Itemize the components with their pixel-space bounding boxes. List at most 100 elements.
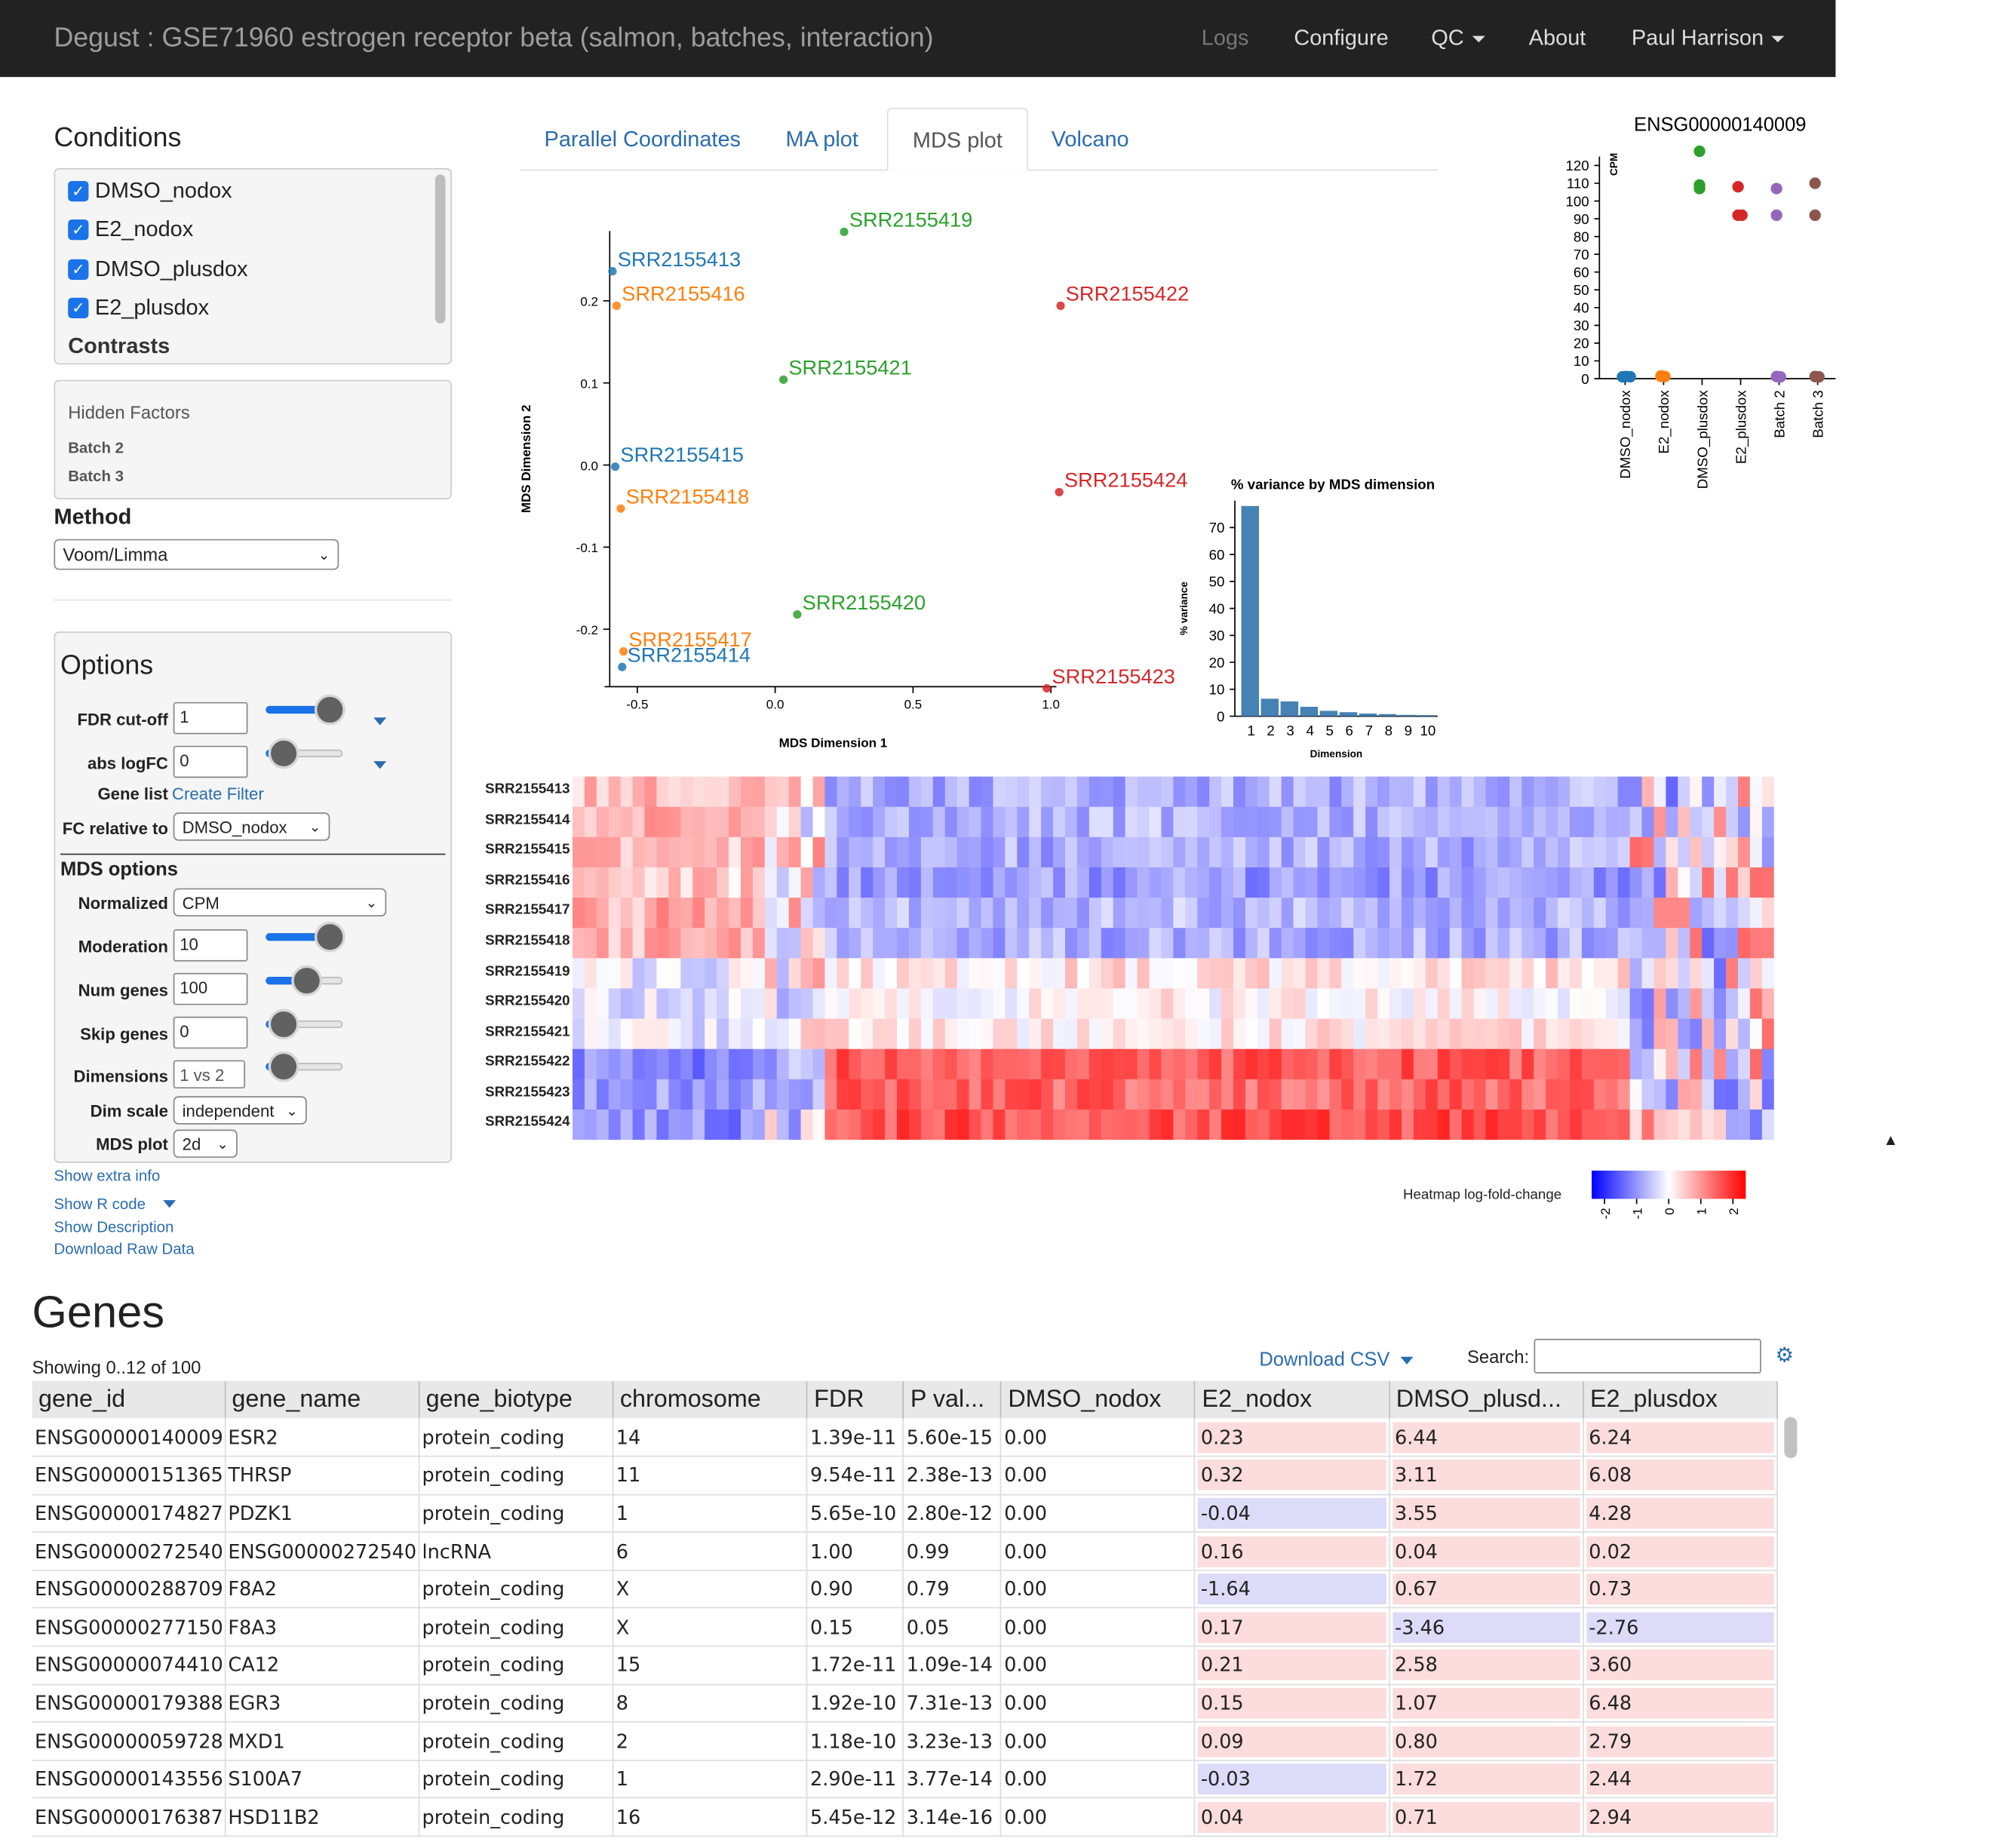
search-label: Search: — [1467, 1346, 1530, 1368]
table-row[interactable]: ENSG00000174827 PDZK1 protein_coding 1 5.65e… — [32, 1494, 1778, 1533]
download-csv-button[interactable]: Download CSV — [1259, 1349, 1389, 1371]
app-title[interactable]: Degust : GSE71960 estrogen receptor beta… — [54, 23, 934, 53]
heatmap-cell — [1029, 898, 1042, 929]
table-cell: 3.14e-16 — [903, 1797, 1002, 1837]
chevron-down-icon: ⌄ — [216, 1136, 229, 1153]
search-input[interactable] — [1534, 1338, 1761, 1374]
table-row[interactable]: ENSG00000288709 F8A2 protein_coding X 0.90 0.… — [32, 1570, 1778, 1610]
mds-plot-select[interactable]: 2d ⌄ — [173, 1129, 238, 1158]
column-header[interactable]: gene_biotype — [419, 1381, 614, 1419]
chevron-down-icon[interactable] — [1400, 1356, 1414, 1365]
heatmap-cell — [1726, 898, 1739, 929]
gene-expression-chart[interactable]: ENSG000001400090102030405060708090100110… — [1540, 106, 1848, 517]
dimensions-slider[interactable] — [266, 1050, 345, 1083]
condition-item[interactable]: ✓ E2_nodox — [68, 217, 193, 243]
table-row[interactable]: ENSG00000179388 EGR3 protein_coding 8 1.92e-… — [32, 1684, 1778, 1724]
slider-knob[interactable] — [314, 694, 345, 726]
column-header[interactable]: gene_name — [225, 1381, 420, 1419]
download-raw-data-link[interactable]: Download Raw Data — [54, 1239, 195, 1258]
column-header[interactable]: E2_plusdox — [1583, 1381, 1778, 1419]
hidden-factors-panel: Hidden Factors Batch 2 Batch 3 — [54, 379, 452, 499]
method-select[interactable]: Voom/Limma ⌄ — [54, 539, 339, 570]
condition-item[interactable]: ✓ E2_plusdox — [68, 295, 209, 321]
tab-ma-plot[interactable]: MA plot — [785, 127, 858, 152]
normalized-select[interactable]: CPM ⌄ — [173, 888, 387, 917]
show-r-code-link[interactable]: Show R code — [54, 1195, 145, 1213]
show-extra-info-link[interactable]: Show extra info — [54, 1166, 161, 1185]
chevron-down-icon[interactable] — [373, 717, 387, 726]
moderation-slider[interactable] — [266, 920, 345, 953]
checkbox-checked-icon[interactable]: ✓ — [68, 259, 89, 280]
table-row[interactable]: ENSG00000140009 ESR2 protein_coding 14 1.39e… — [32, 1418, 1778, 1457]
condition-item[interactable]: ✓ DMSO_plusdox — [68, 256, 248, 282]
gear-icon[interactable]: ⚙ — [1775, 1345, 1794, 1368]
heatmap-cell — [692, 1048, 706, 1080]
table-row[interactable]: ENSG00000143556 S100A7 protein_coding 1 2.90… — [32, 1760, 1778, 1799]
checkbox-checked-icon[interactable]: ✓ — [68, 219, 89, 241]
table-row[interactable]: ENSG00000176387 HSD11B2 protein_coding 16 5.… — [32, 1797, 1778, 1837]
fdr-input[interactable]: 1 — [173, 701, 248, 735]
heatmap-cell — [1233, 1018, 1246, 1050]
nav-logs[interactable]: Logs — [1201, 26, 1249, 51]
tab-volcano[interactable]: Volcano — [1051, 127, 1129, 152]
column-header[interactable]: P val... — [903, 1381, 1002, 1419]
table-cell: 3.77e-14 — [903, 1760, 1002, 1799]
num-genes-slider[interactable] — [266, 964, 345, 997]
heatmap-cell — [1726, 867, 1739, 898]
heatmap-cell — [1305, 776, 1319, 808]
tab-parallel-coordinates[interactable]: Parallel Coordinates — [544, 127, 742, 152]
skip-genes-slider[interactable] — [266, 1008, 345, 1041]
moderation-input[interactable]: 10 — [173, 929, 248, 962]
checkbox-checked-icon[interactable]: ✓ — [68, 297, 89, 319]
skip-genes-input[interactable]: 0 — [173, 1016, 248, 1049]
triangle-up-icon[interactable]: ▲ — [1883, 1131, 1899, 1150]
slider-knob[interactable] — [268, 738, 299, 769]
column-header[interactable]: DMSO_nodox — [1000, 1381, 1196, 1419]
table-row[interactable]: ENSG00000151365 THRSP protein_coding 11 9.54… — [32, 1456, 1778, 1495]
scrollbar[interactable] — [434, 174, 446, 324]
condition-item[interactable]: ✓ DMSO_nodox — [68, 179, 232, 204]
checkbox-checked-icon[interactable]: ✓ — [68, 180, 89, 202]
column-header[interactable]: E2_nodox — [1195, 1381, 1390, 1419]
column-header[interactable]: chromosome — [613, 1381, 808, 1419]
slider-knob[interactable] — [268, 1051, 299, 1082]
slider-knob[interactable] — [291, 965, 323, 996]
heatmap-cell — [1161, 1018, 1174, 1050]
create-filter-link[interactable]: Create Filter — [172, 784, 264, 804]
table-row[interactable]: ENSG00000059728 MXD1 protein_coding 2 1.18e-… — [32, 1722, 1778, 1761]
table-row[interactable]: ENSG00000272540 ENSG00000272540 lncRNA 6 1.0… — [32, 1532, 1778, 1571]
logfc-slider[interactable] — [266, 737, 345, 770]
show-description-link[interactable]: Show Description — [54, 1217, 174, 1236]
hidden-factor-item[interactable]: Batch 3 — [68, 467, 124, 486]
column-header[interactable]: gene_id — [32, 1381, 226, 1419]
nav-qc[interactable]: QC — [1431, 26, 1485, 51]
dimensions-input[interactable]: 1 vs 2 — [173, 1060, 246, 1089]
table-scrollbar[interactable] — [1784, 1417, 1798, 1459]
heatmap-cell — [644, 776, 658, 808]
table-row[interactable]: ENSG00000277150 F8A3 protein_coding X 0.15 0.… — [32, 1608, 1778, 1647]
fc-relative-select[interactable]: DMSO_nodox ⌄ — [173, 812, 330, 841]
slider-knob[interactable] — [314, 921, 345, 953]
column-header[interactable]: DMSO_plusd... — [1389, 1381, 1584, 1419]
heatmap-cell — [1053, 928, 1066, 959]
tab-mds-plot[interactable]: MDS plot — [886, 107, 1028, 171]
chevron-down-icon[interactable] — [163, 1200, 177, 1208]
heatmap-cell — [1558, 1109, 1571, 1140]
nav-configure[interactable]: Configure — [1294, 26, 1389, 51]
chevron-down-icon[interactable] — [373, 761, 387, 769]
heatmap-cell — [1581, 837, 1595, 868]
heatmap-cell — [680, 837, 694, 868]
column-header[interactable]: FDR — [806, 1381, 904, 1419]
logfc-input[interactable]: 0 — [173, 745, 248, 778]
num-genes-input[interactable]: 100 — [173, 972, 248, 1005]
nav-user[interactable]: Paul Harrison — [1632, 26, 1785, 51]
hidden-factor-item[interactable]: Batch 2 — [68, 438, 124, 457]
heatmap-cell — [1317, 958, 1331, 990]
slider-knob[interactable] — [268, 1008, 299, 1040]
table-row[interactable]: ENSG00000074410 CA12 protein_coding 15 1.72e… — [32, 1646, 1778, 1685]
nav-about[interactable]: About — [1528, 26, 1586, 51]
fdr-slider[interactable] — [266, 693, 345, 726]
dim-scale-select[interactable]: independent ⌄ — [173, 1096, 307, 1125]
heatmap[interactable] — [572, 776, 1774, 1140]
